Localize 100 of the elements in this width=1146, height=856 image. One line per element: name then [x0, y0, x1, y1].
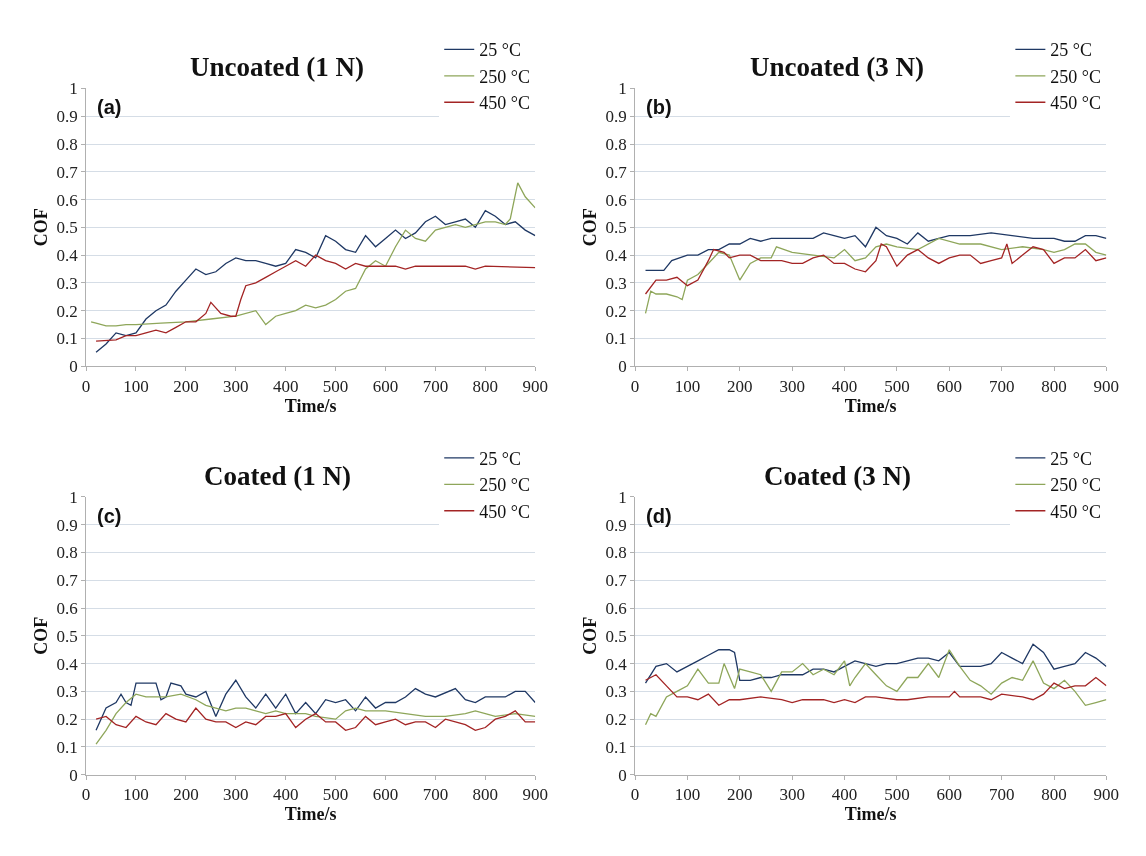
- y-tick-label: 0.3: [605, 682, 627, 702]
- y-tick-label: 0.6: [605, 599, 627, 619]
- legend-label: 450 °C: [1050, 93, 1102, 114]
- y-tick-label: 0: [69, 357, 78, 377]
- legend-label: 25 °C: [1050, 448, 1093, 469]
- legend-label: 25 °C: [1050, 40, 1093, 61]
- y-tick-label: 0.2: [605, 710, 627, 730]
- y-tick-label: 0.9: [56, 515, 78, 535]
- y-axis-title: COF: [579, 616, 600, 655]
- y-tick-label: 0.6: [56, 190, 78, 210]
- legend-label: 250 °C: [1050, 475, 1102, 496]
- y-tick-label: 0.9: [56, 107, 78, 127]
- x-tick-label: 500: [322, 376, 349, 396]
- x-tick-label: 200: [173, 376, 199, 396]
- x-tick-label: 300: [779, 785, 805, 805]
- legend-label: 250 °C: [479, 66, 530, 87]
- y-tick-label: 0.1: [56, 329, 78, 349]
- y-tick-label: 0.9: [605, 107, 627, 127]
- line-series: [644, 226, 1107, 272]
- y-tick-label: 1: [618, 487, 627, 507]
- line-series: [644, 643, 1107, 684]
- y-tick-label: 0.8: [56, 134, 78, 154]
- x-tick-label: 400: [831, 376, 858, 396]
- y-tick-label: 1: [69, 487, 78, 507]
- chart-title: Uncoated (3 N): [750, 52, 924, 82]
- y-tick-label: 0: [618, 357, 627, 377]
- x-tick-label: 100: [674, 785, 701, 805]
- x-tick-label: 300: [223, 376, 249, 396]
- x-tick-label: 600: [372, 376, 399, 396]
- y-tick-label: 0.8: [605, 543, 627, 563]
- y-axis-title: COF: [30, 208, 51, 247]
- annotation: (a): [97, 96, 122, 118]
- x-tick-label: 100: [123, 785, 149, 805]
- legend-label: 250 °C: [479, 475, 530, 496]
- annotation: (c): [97, 505, 122, 527]
- legend-label: 450 °C: [479, 501, 530, 522]
- x-tick-label: 900: [1093, 376, 1120, 396]
- y-tick-label: 0.3: [56, 682, 78, 702]
- x-tick-label: 500: [322, 785, 349, 805]
- legend-label: 250 °C: [1050, 66, 1102, 87]
- x-tick-label: 700: [422, 376, 449, 396]
- y-tick-label: 0.8: [56, 543, 78, 563]
- y-axis-title: COF: [30, 616, 51, 655]
- y-tick-label: 0.2: [605, 301, 627, 321]
- x-tick-label: 500: [884, 785, 910, 805]
- x-tick-label: 600: [936, 785, 963, 805]
- y-tick-label: 0.5: [56, 626, 78, 646]
- x-tick-label: 100: [674, 376, 701, 396]
- line-series: [644, 243, 1107, 295]
- y-tick-label: 0.4: [56, 246, 79, 266]
- x-axis-title: Time/s: [284, 395, 337, 416]
- y-tick-label: 0.5: [605, 626, 627, 646]
- chart-title: Uncoated (1 N): [190, 52, 364, 82]
- line-series: [95, 693, 536, 745]
- x-tick-label: 400: [831, 785, 858, 805]
- x-tick-label: 300: [779, 376, 805, 396]
- x-tick-label: 800: [472, 376, 499, 396]
- y-tick-label: 0.4: [605, 654, 628, 674]
- x-tick-label: 800: [1041, 376, 1067, 396]
- x-tick-label: 500: [884, 376, 910, 396]
- y-tick-label: 0.8: [605, 134, 627, 154]
- x-tick-label: 200: [173, 785, 199, 805]
- x-tick-label: 700: [988, 376, 1015, 396]
- line-series: [644, 674, 1107, 706]
- x-tick-label: 800: [1041, 785, 1067, 805]
- x-tick-label: 600: [936, 376, 963, 396]
- y-tick-label: 0.1: [605, 737, 627, 757]
- legend-label: 450 °C: [1050, 501, 1102, 522]
- x-tick-label: 800: [472, 785, 499, 805]
- x-tick-label: 200: [727, 785, 753, 805]
- y-tick-label: 0.7: [56, 571, 79, 591]
- y-tick-label: 1: [618, 79, 627, 99]
- y-tick-label: 1: [69, 79, 78, 99]
- x-tick-label: 400: [272, 376, 299, 396]
- y-tick-label: 0.3: [56, 273, 78, 293]
- legend-label: 25 °C: [479, 448, 521, 469]
- legend-label: 450 °C: [479, 93, 530, 114]
- x-axis-title: Time/s: [284, 804, 337, 825]
- y-tick-label: 0.3: [605, 273, 627, 293]
- line-series: [644, 237, 1107, 315]
- legend-label: 25 °C: [479, 40, 521, 61]
- y-tick-label: 0.1: [56, 737, 78, 757]
- y-tick-label: 0.9: [605, 515, 627, 535]
- line-series: [95, 254, 536, 342]
- x-tick-label: 100: [123, 376, 149, 396]
- x-tick-label: 600: [372, 785, 399, 805]
- line-series: [644, 649, 1107, 726]
- y-axis-title: COF: [579, 208, 600, 247]
- y-tick-label: 0.7: [605, 571, 628, 591]
- x-tick-label: 900: [522, 785, 548, 805]
- y-tick-label: 0.5: [56, 218, 78, 238]
- y-tick-label: 0: [618, 765, 627, 785]
- x-tick-label: 200: [727, 376, 753, 396]
- y-tick-label: 0.4: [56, 654, 79, 674]
- y-tick-label: 0.2: [56, 301, 78, 321]
- y-tick-label: 0.6: [605, 190, 627, 210]
- chart-title: Coated (3 N): [764, 461, 911, 491]
- line-series: [90, 182, 536, 327]
- y-tick-label: 0.5: [605, 218, 627, 238]
- x-tick-label: 400: [272, 785, 299, 805]
